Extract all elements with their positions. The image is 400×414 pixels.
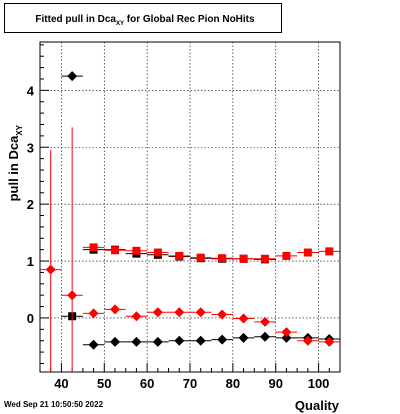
x-axis-label: Quality (295, 398, 340, 413)
chart-title-main: Fitted pull in Dca (35, 14, 116, 25)
x-tick-label: 60 (140, 376, 154, 391)
axis-ticks (39, 44, 341, 372)
data-point-diamond (174, 335, 185, 346)
data-point-square (239, 254, 248, 263)
x-tick-label: 50 (97, 376, 111, 391)
data-point-square (303, 248, 312, 257)
data-point-diamond (238, 313, 249, 324)
data-point-diamond (88, 308, 99, 319)
data-point-diamond (67, 290, 78, 301)
data-point-square (218, 254, 227, 263)
timestamp: Wed Sep 21 10:50:50 2022 (4, 400, 104, 409)
data-point-square (196, 253, 205, 262)
data-point-diamond (281, 327, 292, 338)
data-point-diamond (238, 332, 249, 343)
data-point-diamond (174, 307, 185, 318)
y-tick-label: 3 (27, 140, 34, 155)
x-tick-label: 70 (183, 376, 197, 391)
y-tick-label: 2 (27, 197, 34, 212)
chart-title-sub: XY (116, 21, 124, 27)
data-point-diamond (67, 71, 78, 82)
data-point-diamond (131, 336, 142, 347)
tick-labels: 40 50 60 70 80 90 100 0 1 2 3 4 (27, 83, 330, 391)
data-point-diamond (302, 335, 313, 346)
y-tick-label: 0 (27, 311, 34, 326)
data-point-diamond (45, 264, 56, 275)
data-point-square (132, 246, 141, 255)
data-point-diamond (110, 336, 120, 347)
data-point-diamond (217, 334, 228, 345)
data-point-square (175, 251, 184, 260)
y-tick-label: 4 (27, 83, 35, 98)
data-point-square (282, 251, 291, 260)
data-point-diamond (195, 335, 206, 346)
x-tick-label: 90 (268, 376, 282, 391)
data-point-square (261, 254, 269, 263)
data-point-diamond (152, 307, 163, 318)
x-tick-label: 40 (54, 376, 68, 391)
data-point-square (89, 243, 98, 252)
data-point-diamond (281, 332, 292, 343)
x-tick-label: 80 (226, 376, 240, 391)
chart-title-rest: for Global Rec Pion NoHits (124, 14, 255, 25)
data-point-diamond (324, 336, 335, 347)
data-point-diamond (217, 309, 228, 320)
chart-title: Fitted pull in DcaXY for Global Rec Pion… (35, 14, 255, 27)
data-point-square (111, 246, 119, 255)
data-point-diamond (195, 307, 206, 318)
title-box: Fitted pull in DcaXY for Global Rec Pion… (4, 3, 282, 33)
data-point-diamond (88, 339, 99, 350)
data-point-diamond (110, 304, 120, 315)
data-point-diamond (131, 311, 142, 322)
data-point-square (325, 247, 334, 256)
data-point-square (153, 248, 162, 257)
data-marks (40, 71, 340, 372)
x-tick-label: 100 (308, 376, 330, 391)
y-tick-label: 1 (27, 254, 34, 269)
data-point-diamond (152, 336, 163, 347)
y-axis-label: pull in DcaXY (6, 124, 24, 201)
grid (40, 42, 340, 372)
y-axis-label-sub: XY (15, 124, 24, 135)
data-point-diamond (260, 331, 270, 342)
y-axis-label-main: pull in Dca (6, 135, 21, 202)
data-point-diamond (260, 316, 270, 327)
